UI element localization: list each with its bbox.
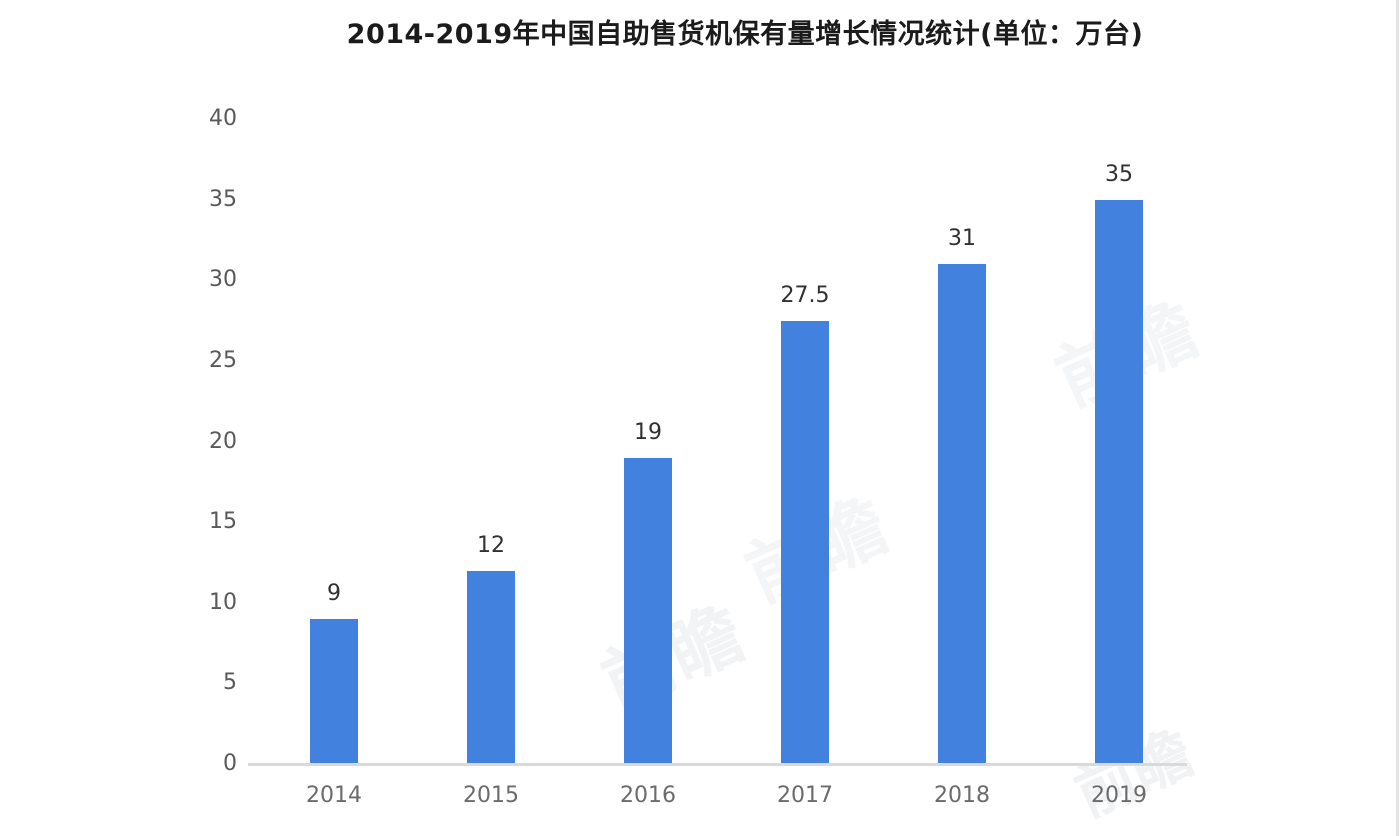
bar-2017 [781,320,829,764]
y-tick-label-30: 30 [209,267,237,293]
value-label-2015: 12 [477,532,505,558]
x-tick-label-2014: 2014 [306,783,362,808]
x-tick-label-2018: 2018 [934,783,990,808]
y-tick-label-40: 40 [209,106,237,131]
bar-2015 [467,570,515,764]
bar-2018 [938,264,986,764]
y-tick-label-0: 0 [223,751,237,776]
y-tick-label-35: 35 [209,186,237,212]
bar-2019 [1095,199,1143,764]
y-tick-label-10: 10 [209,589,237,615]
x-tick-label-2019: 2019 [1091,783,1147,808]
value-label-2018: 31 [948,226,976,252]
y-tick-label-15: 15 [209,509,237,535]
bar-2016 [624,457,672,764]
x-tick-label-2017: 2017 [777,783,833,808]
y-tick-label-20: 20 [209,428,237,454]
value-label-2016: 19 [634,419,662,445]
value-label-2019: 35 [1105,161,1133,187]
y-tick-label-25: 25 [209,347,237,373]
chart-title: 2014-2019年中国自助售货机保有量增长情况统计(单位：万台) [346,19,1144,50]
x-axis-line [248,763,1187,766]
right-edge-line [1396,0,1399,836]
value-label-2014: 9 [327,580,341,606]
bar-2014 [310,618,358,764]
value-label-2017: 27.5 [780,282,830,308]
y-tick-label-5: 5 [223,670,237,696]
x-tick-label-2016: 2016 [620,783,676,808]
x-tick-label-2015: 2015 [463,783,519,808]
